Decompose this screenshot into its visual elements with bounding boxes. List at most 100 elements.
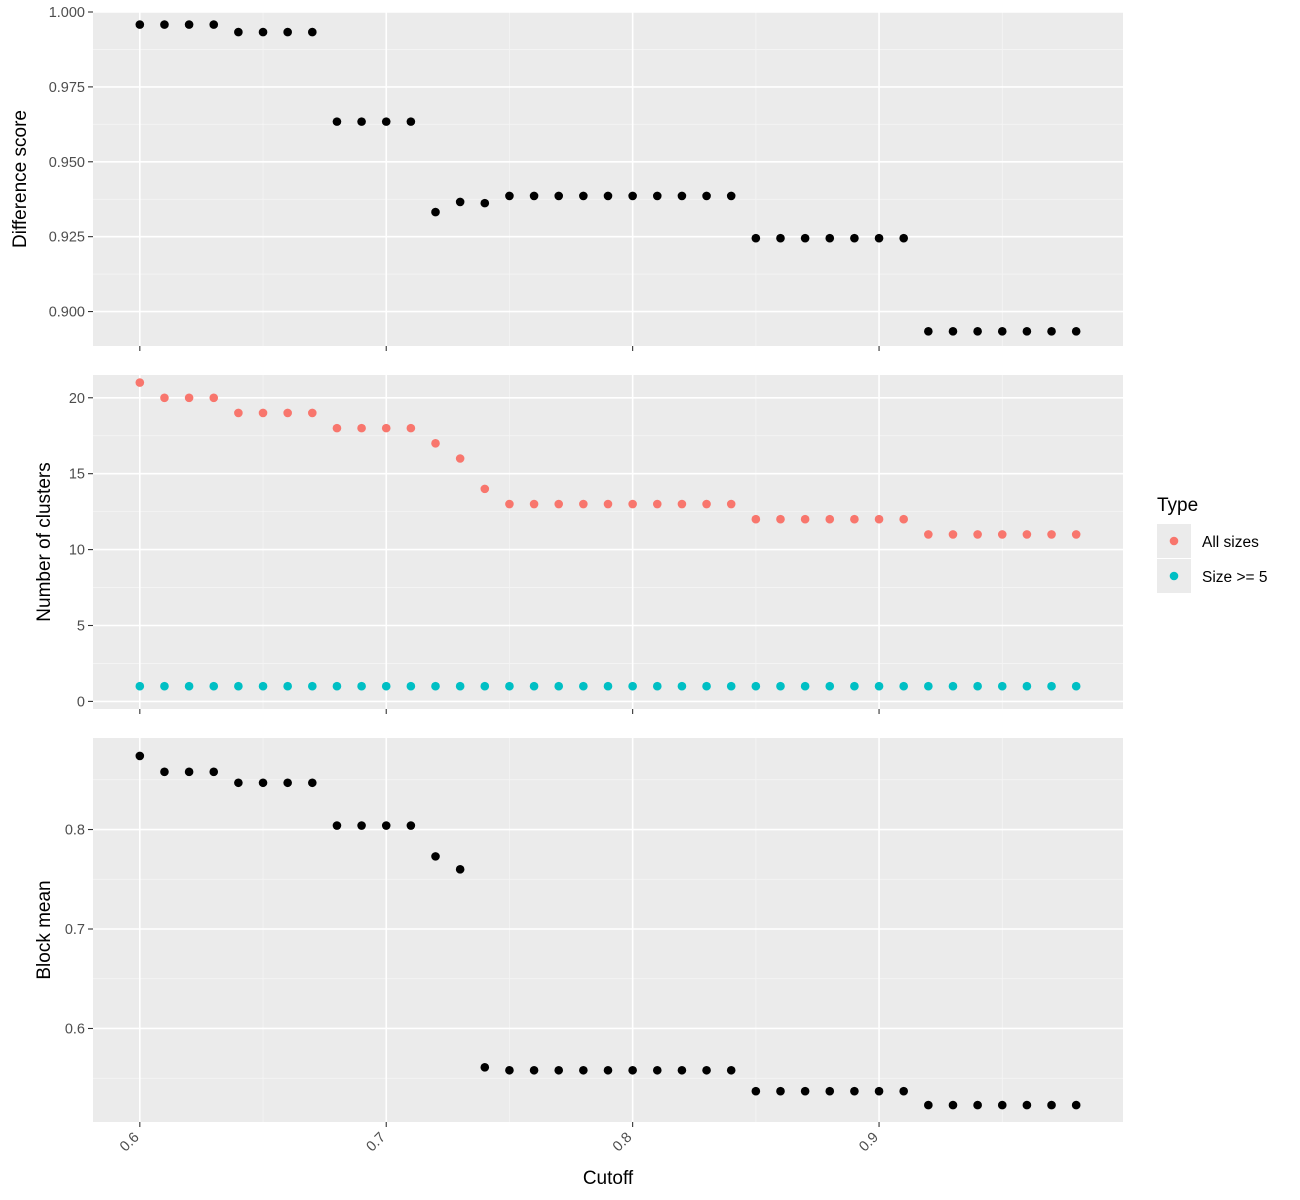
data-point bbox=[677, 1065, 687, 1075]
data-point bbox=[800, 233, 810, 243]
x-tick-label: 0.8 bbox=[610, 1130, 636, 1156]
data-point bbox=[751, 233, 761, 243]
data-point bbox=[1047, 681, 1056, 691]
panel-3: 0.6 0.7 0.8 Block mean bbox=[34, 738, 1123, 1127]
data-point bbox=[1047, 327, 1056, 336]
y-tick-label: 0.8 bbox=[65, 823, 85, 839]
data-point bbox=[1022, 1100, 1032, 1110]
data-point bbox=[283, 778, 292, 788]
data-point bbox=[973, 530, 982, 539]
y-tick-label: 10 bbox=[69, 543, 85, 559]
data-point bbox=[628, 499, 637, 509]
data-point bbox=[702, 681, 711, 691]
x-axis-title: Cutoff bbox=[583, 1168, 634, 1189]
data-point bbox=[381, 821, 391, 830]
data-point bbox=[332, 423, 342, 433]
data-point bbox=[135, 378, 145, 387]
y-tick-label: 0.6 bbox=[65, 1021, 85, 1037]
data-point bbox=[800, 1086, 810, 1096]
data-point bbox=[874, 233, 884, 243]
data-point bbox=[677, 681, 687, 691]
x-tick-label: 0.6 bbox=[117, 1130, 143, 1156]
data-point bbox=[258, 681, 268, 691]
data-point bbox=[579, 191, 588, 201]
data-point bbox=[726, 499, 736, 509]
data-point bbox=[997, 1100, 1007, 1110]
data-point bbox=[677, 191, 687, 201]
data-point bbox=[973, 1100, 982, 1110]
data-point bbox=[184, 681, 194, 691]
data-point bbox=[505, 191, 514, 201]
y-tick-label: 0.7 bbox=[65, 922, 85, 938]
series-2 bbox=[135, 681, 1081, 691]
data-point bbox=[160, 681, 169, 691]
data-point bbox=[505, 499, 514, 509]
data-point bbox=[1047, 530, 1056, 539]
data-point bbox=[431, 681, 440, 691]
data-point bbox=[332, 821, 342, 830]
data-point bbox=[135, 751, 145, 761]
data-point bbox=[850, 1086, 859, 1096]
data-point bbox=[406, 681, 416, 691]
y-tick-label: 0.950 bbox=[49, 155, 85, 171]
data-point bbox=[603, 499, 613, 509]
panel-background bbox=[93, 738, 1123, 1122]
data-point bbox=[1071, 681, 1081, 691]
legend-label: All sizes bbox=[1202, 534, 1259, 551]
data-point bbox=[209, 20, 219, 29]
y-tick-label: 0.925 bbox=[49, 230, 85, 246]
data-point bbox=[308, 408, 317, 418]
data-point bbox=[381, 423, 391, 433]
data-point bbox=[283, 408, 292, 418]
x-tick-label: 0.9 bbox=[856, 1130, 882, 1156]
data-point bbox=[431, 439, 440, 448]
data-point bbox=[308, 681, 317, 691]
data-point bbox=[480, 681, 490, 691]
legend-marker bbox=[1169, 571, 1179, 581]
data-point bbox=[480, 198, 490, 208]
panel-background bbox=[93, 12, 1123, 346]
data-point bbox=[357, 821, 366, 830]
data-point bbox=[776, 681, 785, 691]
legend-label: Size >= 5 bbox=[1202, 569, 1268, 586]
data-point bbox=[529, 499, 539, 509]
data-point bbox=[579, 681, 588, 691]
data-point bbox=[997, 530, 1007, 539]
data-point bbox=[825, 514, 835, 524]
series-1 bbox=[135, 751, 1081, 1110]
data-point bbox=[948, 681, 958, 691]
data-point bbox=[209, 767, 219, 777]
data-point bbox=[652, 1065, 662, 1075]
data-point bbox=[899, 681, 908, 691]
data-point bbox=[899, 514, 908, 524]
data-point bbox=[1022, 530, 1032, 539]
series-1 bbox=[135, 378, 1081, 539]
data-point bbox=[899, 1086, 908, 1096]
data-point bbox=[924, 1100, 933, 1110]
data-point bbox=[1022, 681, 1032, 691]
data-point bbox=[776, 1086, 785, 1096]
data-point bbox=[381, 117, 391, 126]
data-point bbox=[455, 865, 465, 874]
panel-background bbox=[93, 375, 1123, 709]
data-point bbox=[455, 197, 465, 207]
data-point bbox=[948, 327, 958, 336]
data-point bbox=[850, 233, 859, 243]
data-point bbox=[603, 681, 613, 691]
data-point bbox=[283, 681, 292, 691]
data-point bbox=[381, 681, 391, 691]
data-point bbox=[874, 681, 884, 691]
data-point bbox=[357, 117, 366, 126]
data-point bbox=[579, 499, 588, 509]
data-point bbox=[554, 499, 564, 509]
data-point bbox=[184, 767, 194, 777]
data-point bbox=[480, 1062, 490, 1072]
data-point bbox=[554, 1065, 564, 1075]
data-point bbox=[973, 327, 982, 336]
data-point bbox=[406, 821, 416, 830]
data-point bbox=[800, 681, 810, 691]
series-1 bbox=[135, 20, 1081, 336]
data-point bbox=[258, 778, 268, 788]
data-point bbox=[431, 852, 440, 861]
